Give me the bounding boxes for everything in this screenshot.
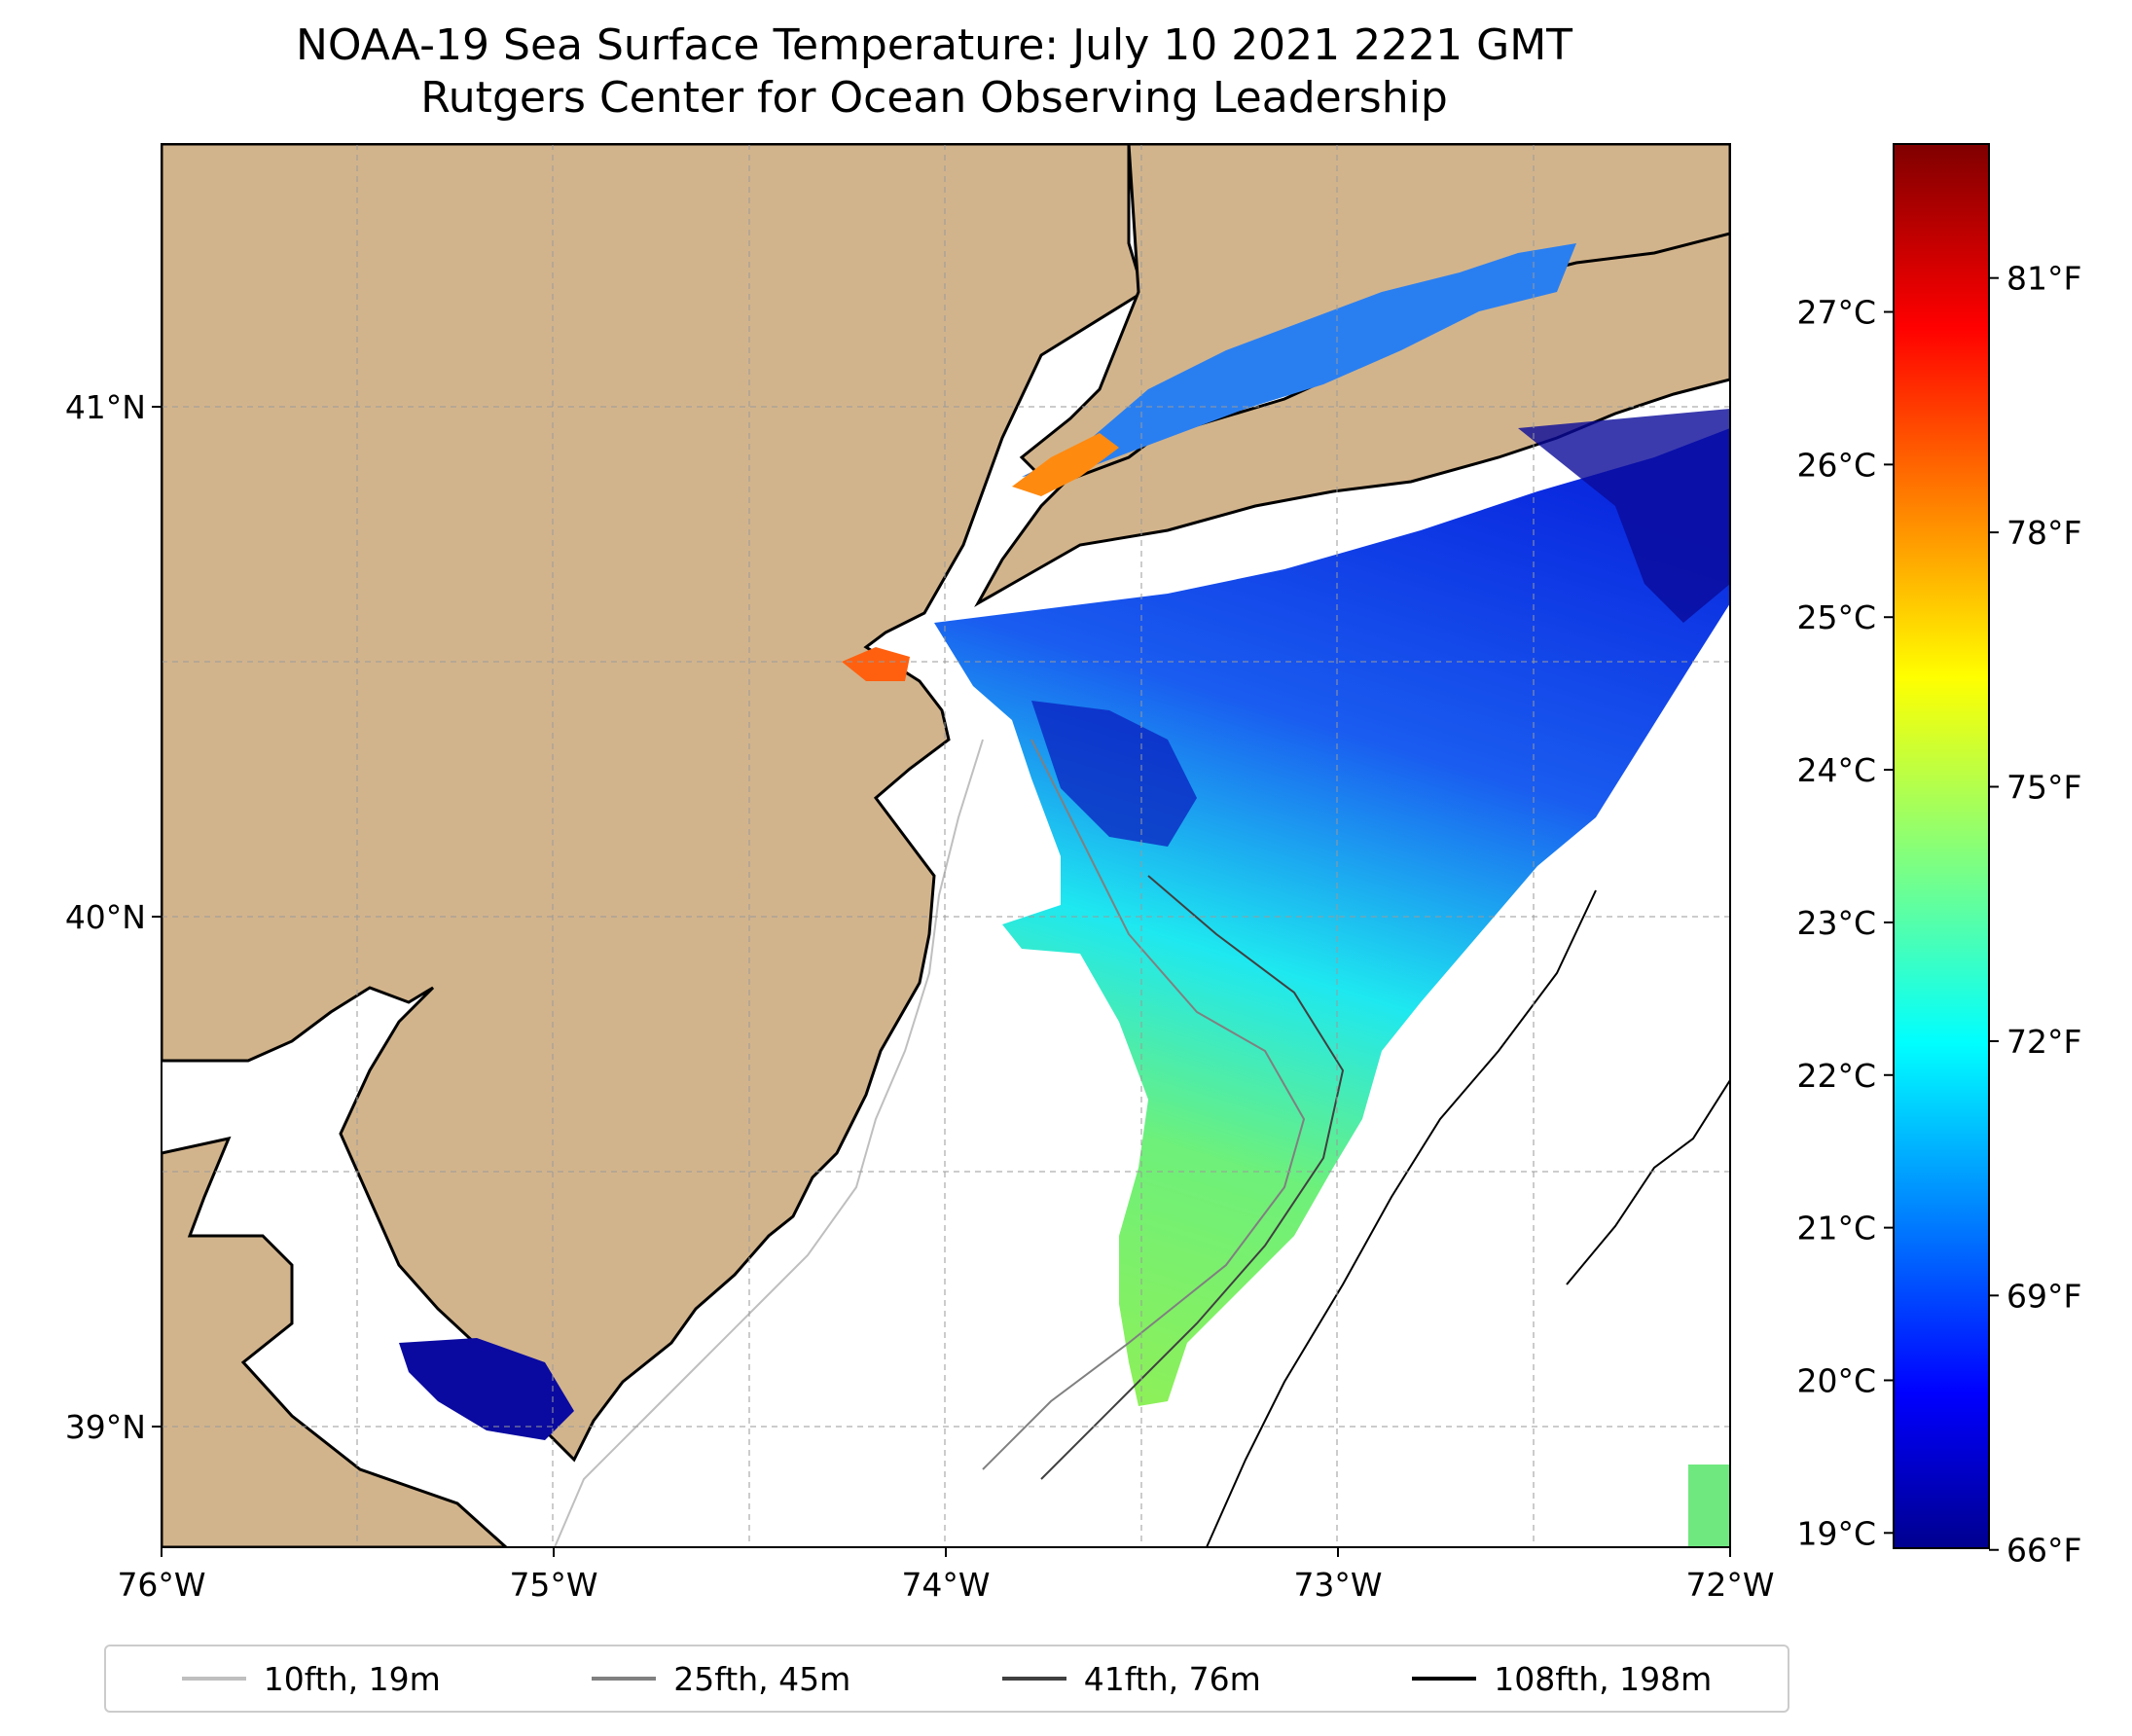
celsius-tick-label: 25°C — [1796, 598, 1876, 636]
isobath-198m — [1206, 889, 1730, 1547]
fahrenheit-tick-label: 66°F — [2006, 1532, 2081, 1570]
legend-swatch — [592, 1677, 657, 1681]
sst-sound — [1022, 243, 1576, 477]
celsius-tick-label: 27°C — [1796, 294, 1876, 332]
isobaths — [554, 739, 1730, 1547]
lon-tick-label: 73°W — [1293, 1566, 1382, 1604]
map-subtitle: Rutgers Center for Ocean Observing Leade… — [420, 73, 1448, 123]
celsius-tick-label: 20°C — [1796, 1361, 1876, 1399]
sst-delaware-bay — [399, 1338, 574, 1440]
celsius-tick-label: 19°C — [1796, 1514, 1876, 1552]
sst-corner-patch — [1688, 1465, 1730, 1547]
fahrenheit-tick-label: 75°F — [2006, 769, 2081, 807]
celsius-tick-label: 22°C — [1796, 1057, 1876, 1095]
land-mainland — [162, 144, 1145, 1463]
axis-ticks — [152, 406, 1731, 1557]
isobath-19m — [554, 739, 984, 1547]
colorbar-labels: 19°C 20°C 21°C 22°C 23°C 24°C 25°C 26°C 27°C 66°F… — [1796, 260, 2081, 1570]
legend-swatch — [1001, 1677, 1066, 1681]
colorbar — [1893, 143, 1990, 1549]
map-title: NOAA-19 Sea Surface Temperature: July 10… — [295, 20, 1573, 70]
map-panel — [162, 144, 1730, 1547]
isobath-76m — [1040, 875, 1345, 1480]
legend-label: 41fth, 76m — [1083, 1659, 1261, 1698]
legend-swatch — [181, 1677, 246, 1681]
legend-item: 10fth, 19m — [181, 1659, 441, 1698]
sst-cold-patch — [1031, 701, 1197, 847]
celsius-tick-label: 23°C — [1796, 904, 1876, 942]
legend-swatch — [1412, 1677, 1477, 1681]
celsius-tick-label: 26°C — [1796, 446, 1876, 484]
isobath-45m — [982, 739, 1306, 1470]
celsius-tick-label: 21°C — [1796, 1210, 1876, 1248]
legend-label: 108fth, 198m — [1494, 1659, 1713, 1698]
lon-tick-label: 74°W — [901, 1566, 990, 1604]
lon-tick-label: 75°W — [509, 1566, 597, 1604]
lat-tick-label: 41°N — [65, 388, 146, 426]
colorbar-ticks — [1884, 276, 1999, 1551]
legend-label: 10fth, 19m — [263, 1659, 441, 1698]
legend-item: 108fth, 198m — [1412, 1660, 1712, 1698]
fahrenheit-tick-label: 78°F — [2006, 514, 2081, 552]
lat-tick-label: 39°N — [65, 1408, 146, 1446]
axis-labels: 76°W 75°W 74°W 73°W 72°W 41°N 40°N 39°N — [65, 388, 1775, 1604]
legend-label: 25fth, 45m — [673, 1659, 851, 1698]
sst-deep-band — [1518, 409, 1730, 623]
sst-warm-harbor — [842, 647, 910, 681]
graticule — [162, 144, 1730, 1547]
lon-tick-label: 76°W — [117, 1566, 205, 1604]
lat-tick-label: 40°N — [65, 898, 146, 936]
title-block: NOAA-19 Sea Surface Temperature: July 10… — [0, 19, 1868, 125]
isobath-legend: 10fth, 19m 25fth, 45m 41fth, 76m 108fth,… — [104, 1645, 1789, 1713]
legend-item: 25fth, 45m — [592, 1660, 850, 1698]
sst-warm-sound — [1012, 433, 1119, 496]
fahrenheit-tick-label: 69°F — [2006, 1277, 2081, 1315]
fahrenheit-tick-label: 81°F — [2006, 260, 2081, 298]
land-delaware — [162, 1136, 509, 1547]
lon-tick-label: 72°W — [1685, 1566, 1774, 1604]
celsius-tick-label: 24°C — [1796, 751, 1876, 789]
fahrenheit-tick-label: 72°F — [2006, 1023, 2081, 1061]
legend-item: 41fth, 76m — [1001, 1659, 1261, 1698]
